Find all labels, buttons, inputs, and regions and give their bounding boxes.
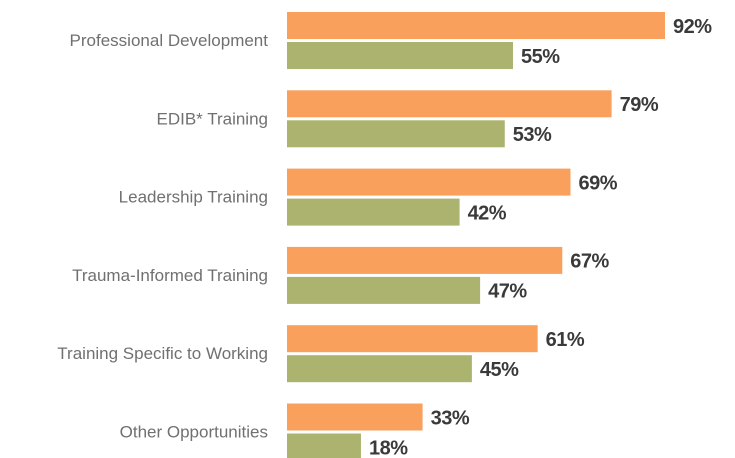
value-label: 69% (579, 172, 618, 194)
bar (287, 246, 563, 274)
value-label: 92% (673, 16, 712, 38)
value-label: 18% (369, 437, 408, 458)
bar (287, 276, 481, 304)
value-label: 67% (570, 251, 609, 273)
value-label: 42% (468, 202, 507, 224)
bar (287, 433, 361, 458)
category-label: EDIB* Training (157, 109, 269, 128)
value-label: 53% (513, 124, 552, 146)
category-label: Trauma-Informed Training (72, 266, 268, 285)
value-label: 47% (488, 281, 527, 303)
category-label: Professional Development (70, 31, 269, 50)
bar (287, 403, 423, 431)
bar (287, 90, 612, 118)
value-label: 61% (546, 329, 585, 351)
value-label: 79% (620, 94, 659, 116)
bar (287, 355, 472, 383)
bar (287, 120, 505, 148)
bar (287, 42, 513, 69)
bar (287, 325, 538, 353)
category-label: Leadership Training (119, 188, 268, 207)
value-label: 45% (480, 359, 519, 381)
value-label: 33% (431, 407, 470, 429)
bar (287, 168, 571, 196)
category-label: Training Specific to Working (57, 344, 268, 363)
bar (287, 12, 665, 39)
category-label: Other Opportunities (120, 422, 268, 441)
value-label: 55% (521, 46, 560, 68)
bar (287, 198, 460, 226)
